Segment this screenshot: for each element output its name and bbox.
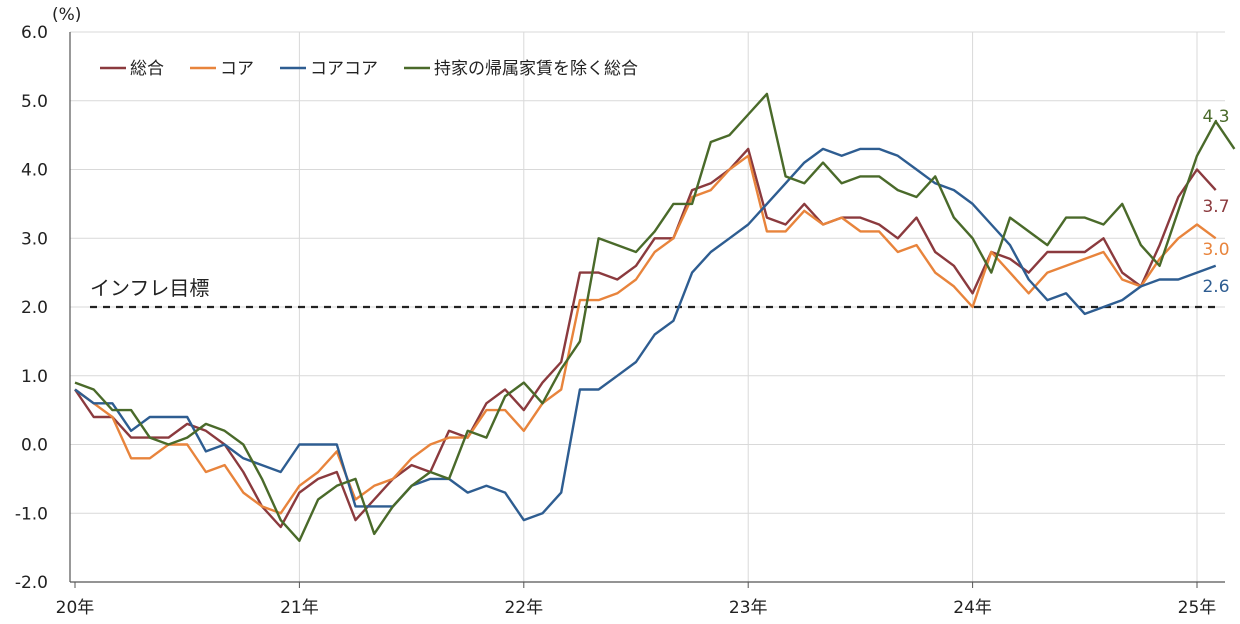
axes <box>69 32 1225 588</box>
x-tick-label: 20年 <box>56 598 95 618</box>
inflation-target-label: インフレ目標 <box>90 276 209 300</box>
y-tick-label: 4.0 <box>21 161 48 181</box>
y-tick-labels: 6.0 5.0 4.0 3.0 2.0 1.0 0.0 -1.0 -2.0 <box>15 23 48 593</box>
end-value-label: 4.3 <box>1202 107 1229 127</box>
y-tick-label: 0.0 <box>21 436 48 456</box>
x-tick-label: 22年 <box>504 598 543 618</box>
series-line <box>74 147 1217 522</box>
y-tick-label: 3.0 <box>21 229 48 249</box>
y-tick-label: -1.0 <box>15 504 48 524</box>
series-line <box>74 92 1236 542</box>
unit-label: (%) <box>52 5 81 25</box>
grid-lines <box>70 31 1225 582</box>
series-line <box>74 154 1217 515</box>
y-tick-label: 6.0 <box>21 23 48 43</box>
x-tick-label: 23年 <box>729 598 768 618</box>
x-tick-labels: 20年 21年 22年 23年 24年 25年 <box>56 598 1217 618</box>
x-tick-label: 21年 <box>280 598 319 618</box>
end-value-label: 3.0 <box>1202 240 1229 260</box>
legend: 総合 コア コアコア 持家の帰属家賃を除く総合 <box>100 59 638 79</box>
x-tick-label: 24年 <box>953 598 992 618</box>
y-tick-label: -2.0 <box>15 573 48 593</box>
end-value-labels: 3.7 3.0 2.6 4.3 <box>1202 107 1229 297</box>
y-tick-label: 2.0 <box>21 298 48 318</box>
legend-label: コアコア <box>310 59 378 79</box>
legend-label: 持家の帰属家賃を除く総合 <box>434 59 638 79</box>
end-value-label: 3.7 <box>1202 197 1229 217</box>
legend-label: コア <box>220 59 254 79</box>
y-tick-label: 5.0 <box>21 92 48 112</box>
legend-label: 総合 <box>130 59 164 79</box>
series-lines <box>74 92 1236 542</box>
x-tick-label: 25年 <box>1178 598 1217 618</box>
end-value-label: 2.6 <box>1202 277 1229 297</box>
inflation-target-line: インフレ目標 <box>90 276 1215 309</box>
y-tick-label: 1.0 <box>21 367 48 387</box>
series-line <box>74 147 1217 529</box>
